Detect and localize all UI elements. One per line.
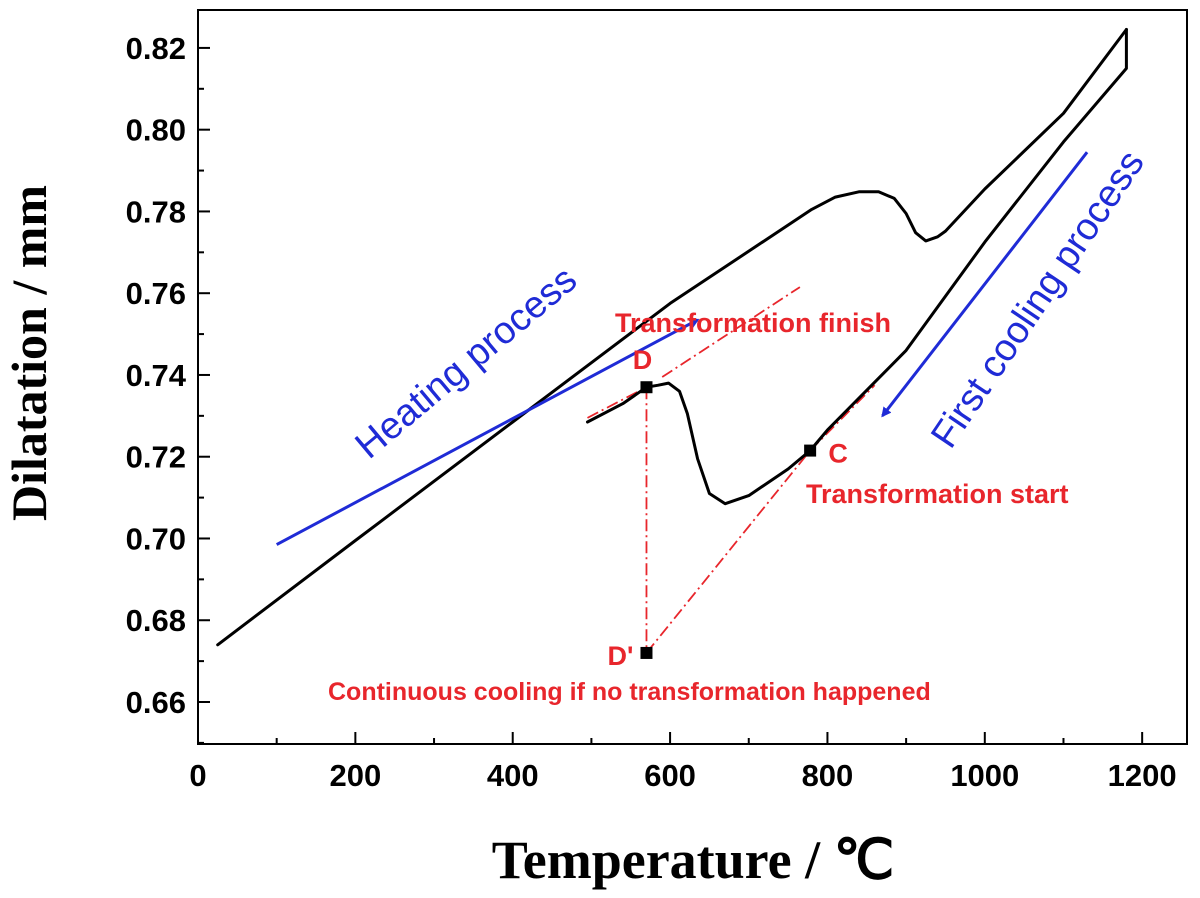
guide-line <box>809 384 876 452</box>
marker-label: D <box>633 345 653 375</box>
y-tick-label: 0.68 <box>126 603 186 638</box>
marker-label: C <box>828 439 848 469</box>
series-layer <box>216 28 1128 647</box>
transformation-finish-label: Transformation finish <box>615 308 891 338</box>
y-tick-label: 0.74 <box>126 358 187 393</box>
heating-arrow <box>275 318 700 546</box>
x-tick-label: 1200 <box>1108 758 1177 793</box>
marker-d <box>640 381 653 394</box>
y-tick-label: 0.78 <box>126 194 186 229</box>
x-tick-label: 200 <box>329 758 381 793</box>
y-tick-label: 0.72 <box>126 440 186 475</box>
x-axis-ticks: 0 200 400 600 800 1000 1200 <box>189 732 1177 793</box>
x-tick-label: 600 <box>644 758 696 793</box>
x-tick-label: 1000 <box>950 758 1019 793</box>
first-cooling-curve <box>586 28 1128 506</box>
y-tick-label: 0.76 <box>126 276 186 311</box>
guide-lines-layer <box>587 286 876 654</box>
markers-layer: D C D' <box>608 345 848 671</box>
guide-line <box>645 450 811 654</box>
x-tick-label: 400 <box>487 758 539 793</box>
x-axis-title: Temperature / ℃ <box>492 830 895 890</box>
marker-c <box>804 444 817 457</box>
y-axis-title: Dilatation / mm <box>1 185 57 521</box>
plot-frame <box>197 9 1188 745</box>
guide-line <box>661 286 801 378</box>
heating-curve <box>216 28 1128 647</box>
continuous-cooling-label: Continuous cooling if no transformation … <box>328 678 931 706</box>
heating-process-label: Heating process <box>348 258 585 467</box>
y-tick-label: 0.66 <box>126 685 186 720</box>
y-tick-label: 0.82 <box>126 31 186 66</box>
transformation-start-label: Transformation start <box>806 479 1069 509</box>
cooling-arrow <box>881 151 1089 418</box>
marker-label: D' <box>608 641 634 671</box>
x-tick-label: 0 <box>189 758 206 793</box>
marker-d-prime <box>640 646 653 659</box>
y-axis-ticks: 0.66 0.68 0.70 0.72 0.74 0.76 0.78 0.80 0.82 <box>126 31 210 744</box>
y-tick-label: 0.70 <box>126 521 186 556</box>
y-tick-label: 0.80 <box>126 113 186 148</box>
first-cooling-process-label: First cooling process <box>923 143 1153 455</box>
arrows-layer <box>275 151 1089 546</box>
x-tick-label: 800 <box>802 758 854 793</box>
